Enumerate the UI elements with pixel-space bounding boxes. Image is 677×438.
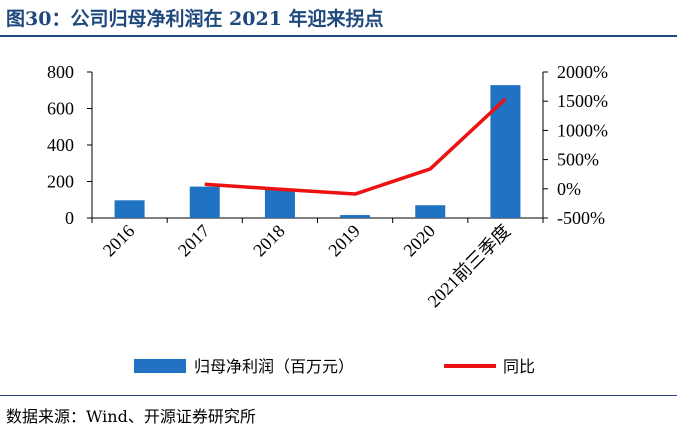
legend-line-label: 同比 bbox=[503, 357, 535, 376]
left-tick-label: 600 bbox=[47, 99, 74, 119]
right-tick-label: 2000% bbox=[557, 62, 608, 82]
source-note: 数据来源：Wind、开源证券研究所 bbox=[6, 407, 256, 426]
right-tick-label: 1500% bbox=[557, 91, 608, 111]
right-tick-label: 1000% bbox=[557, 120, 608, 140]
left-tick-label: 800 bbox=[47, 62, 74, 82]
right-tick-label: 500% bbox=[557, 150, 599, 170]
bar bbox=[340, 215, 371, 218]
legend-bar-swatch bbox=[134, 359, 186, 373]
category-label: 2019 bbox=[324, 221, 364, 261]
title-rule bbox=[0, 35, 677, 37]
legend-bar-label: 归母净利润（百万元） bbox=[194, 357, 354, 376]
figure-title: 图30：公司归母净利润在 2021 年迎来拐点 bbox=[6, 8, 384, 30]
category-label: 2020 bbox=[399, 221, 439, 261]
bar bbox=[114, 200, 145, 218]
bar bbox=[264, 189, 295, 218]
bar bbox=[415, 205, 446, 218]
category-label: 2018 bbox=[249, 221, 289, 261]
left-tick-label: 400 bbox=[47, 135, 74, 155]
yoy-line bbox=[204, 97, 507, 196]
right-tick-label: -500% bbox=[557, 208, 605, 228]
left-tick-label: 200 bbox=[47, 172, 74, 192]
right-tick-label: 0% bbox=[557, 179, 581, 199]
category-label: 2016 bbox=[99, 221, 139, 261]
source-rule bbox=[0, 395, 677, 396]
bar bbox=[189, 186, 220, 218]
category-label: 2017 bbox=[174, 221, 214, 261]
bar bbox=[490, 85, 521, 218]
left-tick-label: 0 bbox=[65, 208, 74, 228]
